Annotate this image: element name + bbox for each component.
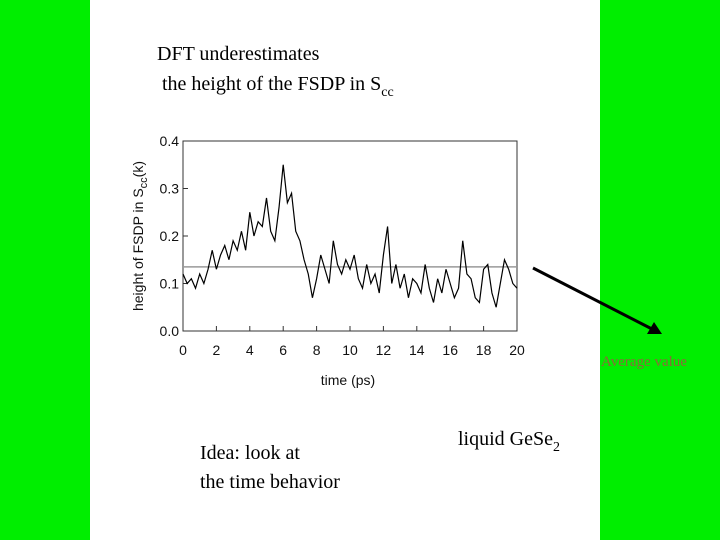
y-tick-label: 0.3 bbox=[160, 181, 180, 197]
arrow-head bbox=[647, 322, 662, 334]
arrow bbox=[532, 266, 653, 331]
right-band bbox=[600, 0, 720, 540]
title-line: the height of the FSDP in Scc bbox=[162, 73, 394, 100]
y-label-tail: (k) bbox=[130, 161, 146, 177]
y-axis-label: height of FSDP in Scc(k) bbox=[130, 161, 150, 311]
x-tick-label: 6 bbox=[279, 342, 287, 358]
system-text: liquid GeSe bbox=[458, 428, 553, 450]
x-tick-label: 16 bbox=[442, 342, 458, 358]
x-tick-label: 0 bbox=[179, 342, 187, 358]
chart: time (ps) height of FSDP in Scc(k) 0.0 0.… bbox=[130, 133, 525, 388]
x-tick-label: 12 bbox=[376, 342, 392, 358]
system-label: liquid GeSe2 bbox=[458, 428, 560, 455]
system-sub: 2 bbox=[553, 440, 560, 455]
x-tick-label: 8 bbox=[313, 342, 321, 358]
y-tick-label: 0.2 bbox=[160, 228, 180, 244]
y-label-sub: cc bbox=[138, 177, 150, 189]
y-tick-label: 0.4 bbox=[160, 133, 180, 149]
arrow-label: Average value bbox=[601, 354, 687, 370]
title-line: DFT underestimates bbox=[157, 43, 320, 65]
x-tick-label: 2 bbox=[213, 342, 221, 358]
title-text: the height of the FSDP in S bbox=[162, 73, 381, 95]
title-sub: cc bbox=[381, 85, 393, 100]
y-label-text: height of FSDP in S bbox=[130, 188, 146, 311]
x-tick-label: 20 bbox=[509, 342, 525, 358]
note-line: the time behavior bbox=[200, 471, 340, 493]
x-tick-label: 10 bbox=[342, 342, 358, 358]
x-tick-label: 18 bbox=[476, 342, 492, 358]
x-tick-label: 4 bbox=[246, 342, 254, 358]
y-tick-label: 0.1 bbox=[160, 276, 180, 292]
data-line bbox=[182, 164, 518, 308]
x-tick-label: 14 bbox=[409, 342, 425, 358]
left-band bbox=[0, 0, 90, 540]
note-line: Idea: look at bbox=[200, 442, 300, 464]
x-axis-label: time (ps) bbox=[321, 372, 375, 388]
y-tick-label: 0.0 bbox=[160, 323, 180, 339]
